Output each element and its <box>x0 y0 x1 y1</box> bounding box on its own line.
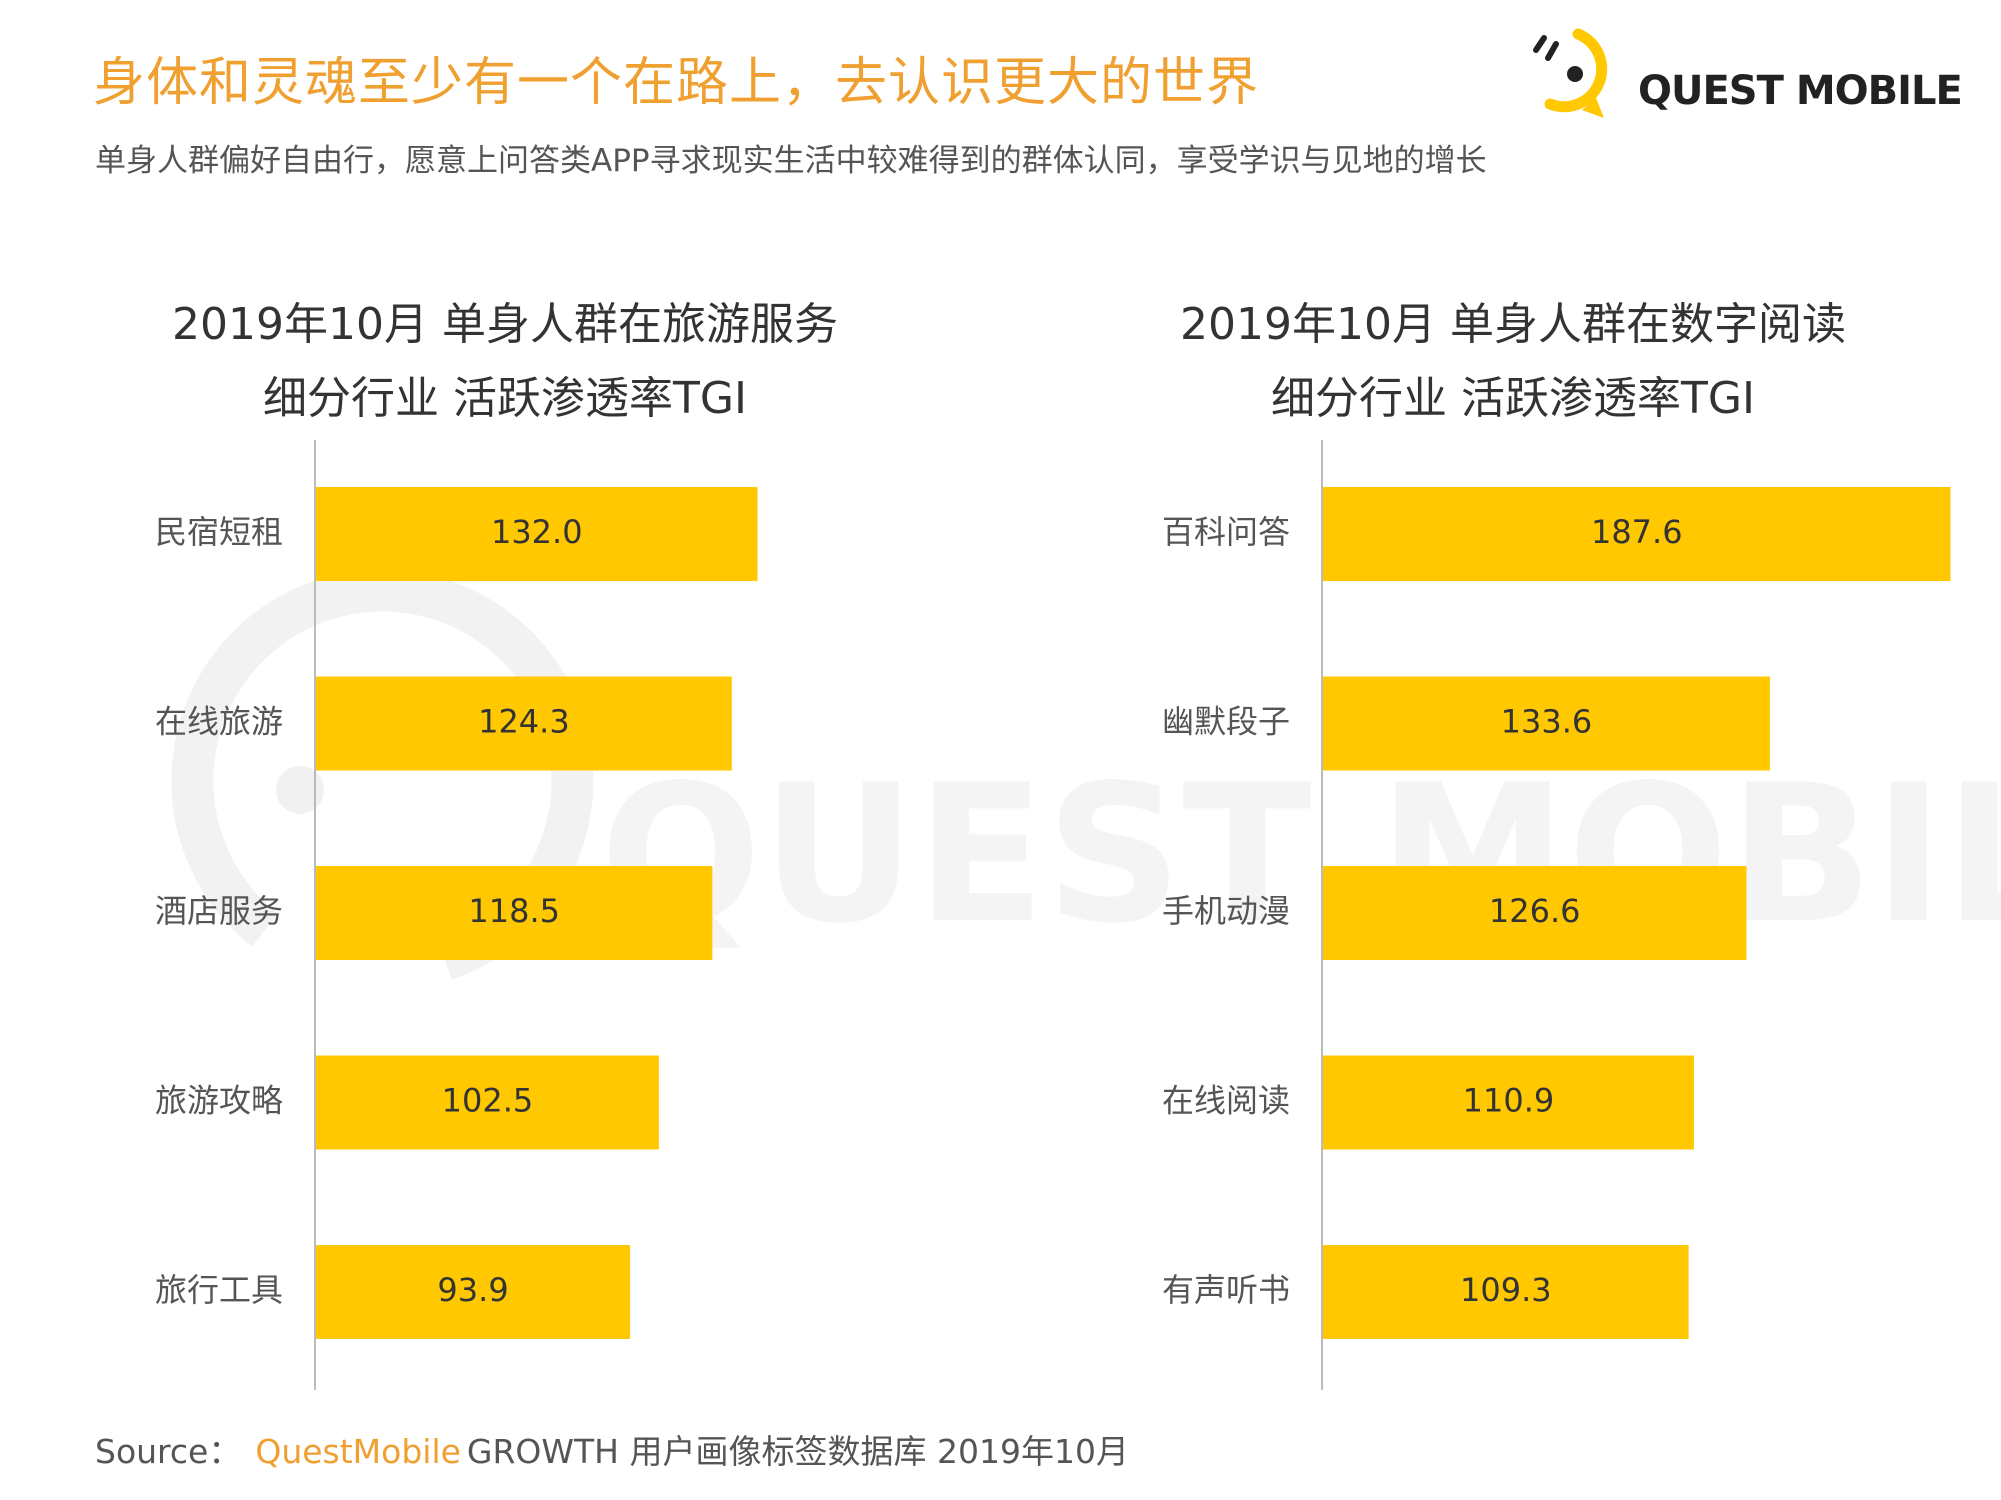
data-label: 93.9 <box>437 1271 508 1309</box>
chart-bar <box>316 866 713 960</box>
page-title: 身体和灵魂至少有一个在路上，去认识更大的世界 <box>93 53 1260 113</box>
category-label: 在线旅游 <box>155 703 283 741</box>
chart-title-line: 细分行业 活跃渗透率TGI <box>263 373 747 424</box>
chart-title-travel: 2019年10月 单身人群在旅游服务 细分行业 活跃渗透率TGI <box>125 288 885 436</box>
category-label: 旅行工具 <box>155 1271 283 1309</box>
category-label: 在线阅读 <box>1162 1082 1290 1120</box>
category-label: 有声听书 <box>1162 1271 1290 1309</box>
category-label: 旅游攻略 <box>155 1082 283 1120</box>
data-label: 110.9 <box>1463 1082 1555 1120</box>
data-label: 118.5 <box>468 892 560 930</box>
data-label: 124.3 <box>478 703 570 741</box>
category-label: 酒店服务 <box>155 892 283 930</box>
source-text: GROWTH 用户画像标签数据库 2019年10月 <box>466 1432 1129 1471</box>
chart-bar <box>1323 676 1770 771</box>
chart-bar <box>1323 1245 1689 1339</box>
quest-mobile-logo-icon <box>1533 28 1608 118</box>
quest-mobile-logo-text: QUEST MOBILE <box>1638 68 1963 114</box>
data-label: 126.6 <box>1489 892 1581 930</box>
quest-mobile-logo: QUEST MOBILE <box>1520 28 1963 128</box>
chart-bar <box>1323 487 1951 581</box>
chart-bar <box>1323 1055 1694 1150</box>
category-label: 百科问答 <box>1162 513 1290 551</box>
chart-bar <box>316 676 732 771</box>
chart-title-line: 细分行业 活跃渗透率TGI <box>1271 373 1755 424</box>
data-label: 133.6 <box>1501 703 1593 741</box>
chart-title-line: 2019年10月 单身人群在旅游服务 <box>172 299 838 350</box>
watermark-text: QUEST MOBILE <box>600 744 2001 965</box>
category-label: 民宿短租 <box>155 513 283 551</box>
source-label: Source： <box>95 1432 242 1471</box>
data-label: 109.3 <box>1460 1271 1552 1309</box>
chart-bar <box>316 487 758 581</box>
chart-bar <box>316 1055 659 1150</box>
data-label: 132.0 <box>491 513 583 551</box>
page-subtitle: 单身人群偏好自由行，愿意上问答类APP寻求现实生活中较难得到的群体认同，享受学识… <box>95 143 1487 179</box>
chart-bar <box>316 1245 631 1339</box>
category-label: 幽默段子 <box>1162 703 1290 741</box>
chart-title-reading: 2019年10月 单身人群在数字阅读 细分行业 活跃渗透率TGI <box>1133 288 1893 436</box>
source-brand: QuestMobile <box>255 1432 461 1471</box>
chart-title-line: 2019年10月 单身人群在数字阅读 <box>1180 299 1846 350</box>
data-label: 102.5 <box>442 1082 534 1120</box>
data-label: 187.6 <box>1591 513 1683 551</box>
chart-bar <box>1323 866 1747 960</box>
category-label: 手机动漫 <box>1162 892 1290 930</box>
source-note: Source： QuestMobile GROWTH 用户画像标签数据库 2019年… <box>95 1425 1129 1473</box>
